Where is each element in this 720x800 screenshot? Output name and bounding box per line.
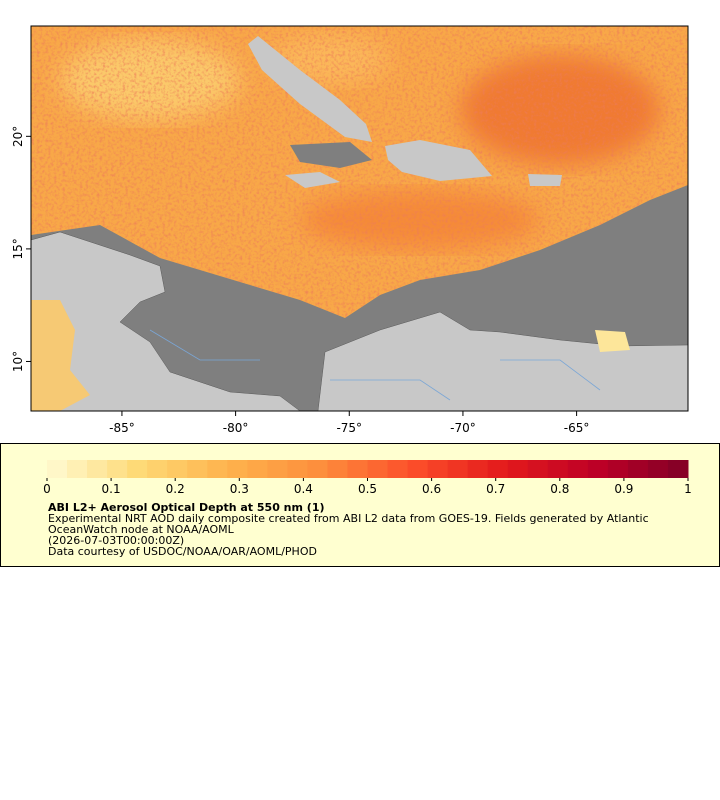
colorbar-step bbox=[327, 460, 348, 478]
colorbar-tick-label: 0.9 bbox=[614, 482, 633, 496]
colorbar-tick-label: 0.1 bbox=[102, 482, 121, 496]
colorbar-step bbox=[147, 460, 168, 478]
colorbar-step bbox=[267, 460, 288, 478]
colorbar-tick-label: 0.7 bbox=[486, 482, 505, 496]
colorbar-step bbox=[427, 460, 449, 478]
colorbar-step bbox=[567, 460, 589, 478]
legend-title: ABI L2+ Aerosol Optical Depth at 550 nm … bbox=[48, 501, 325, 514]
legend-description: OceanWatch node at NOAA/AOML bbox=[48, 523, 235, 536]
x-tick-label: -65° bbox=[564, 421, 590, 435]
colorbar-step bbox=[127, 460, 148, 478]
colorbar-step bbox=[187, 460, 208, 478]
x-tick-label: -70° bbox=[450, 421, 476, 435]
colorbar-step bbox=[307, 460, 328, 478]
colorbar-step bbox=[287, 460, 308, 478]
colorbar-step bbox=[247, 460, 268, 478]
colorbar-step bbox=[67, 460, 88, 478]
x-tick-label: -85° bbox=[109, 421, 135, 435]
colorbar-step bbox=[667, 460, 689, 478]
colorbar-step bbox=[467, 460, 489, 478]
x-tick-label: -80° bbox=[223, 421, 249, 435]
colorbar-step bbox=[487, 460, 509, 478]
map-image bbox=[31, 26, 688, 411]
colorbar-step bbox=[47, 460, 68, 478]
colorbar-step bbox=[607, 460, 629, 478]
colorbar-step bbox=[87, 460, 108, 478]
colorbar-step bbox=[167, 460, 188, 478]
legend-description: (2026-07-03T00:00:00Z) bbox=[48, 534, 184, 547]
colorbar-step bbox=[367, 460, 389, 478]
colorbar-step bbox=[227, 460, 248, 478]
legend-description: Experimental NRT AOD daily composite cre… bbox=[48, 512, 649, 525]
colorbar-step bbox=[527, 460, 549, 478]
colorbar-step bbox=[387, 460, 409, 478]
colorbar-step bbox=[627, 460, 649, 478]
colorbar-tick-label: 0.6 bbox=[422, 482, 441, 496]
colorbar-step bbox=[207, 460, 228, 478]
colorbar-step bbox=[347, 460, 368, 478]
y-tick-label: 20° bbox=[11, 126, 25, 147]
y-tick-label: 10° bbox=[11, 351, 25, 372]
colorbar-step bbox=[447, 460, 469, 478]
colorbar-tick-label: 1 bbox=[684, 482, 692, 496]
colorbar-step bbox=[507, 460, 529, 478]
colorbar-tick-label: 0.3 bbox=[230, 482, 249, 496]
map-frame bbox=[30, 25, 689, 412]
colorbar-tick-label: 0.8 bbox=[550, 482, 569, 496]
legend-description: Data courtesy of USDOC/NOAA/OAR/AOML/PHO… bbox=[48, 545, 317, 558]
colorbar-tick-label: 0.2 bbox=[166, 482, 185, 496]
colorbar-step bbox=[107, 460, 128, 478]
colorbar-tick-label: 0.4 bbox=[294, 482, 313, 496]
colorbar-step bbox=[407, 460, 429, 478]
colorbar-step bbox=[647, 460, 669, 478]
y-tick-label: 15° bbox=[11, 238, 25, 259]
colorbar-tick-label: 0.5 bbox=[358, 482, 377, 496]
colorbar-step bbox=[547, 460, 569, 478]
x-tick-label: -75° bbox=[336, 421, 362, 435]
colorbar-tick-label: 0 bbox=[43, 482, 51, 496]
colorbar-step bbox=[587, 460, 609, 478]
